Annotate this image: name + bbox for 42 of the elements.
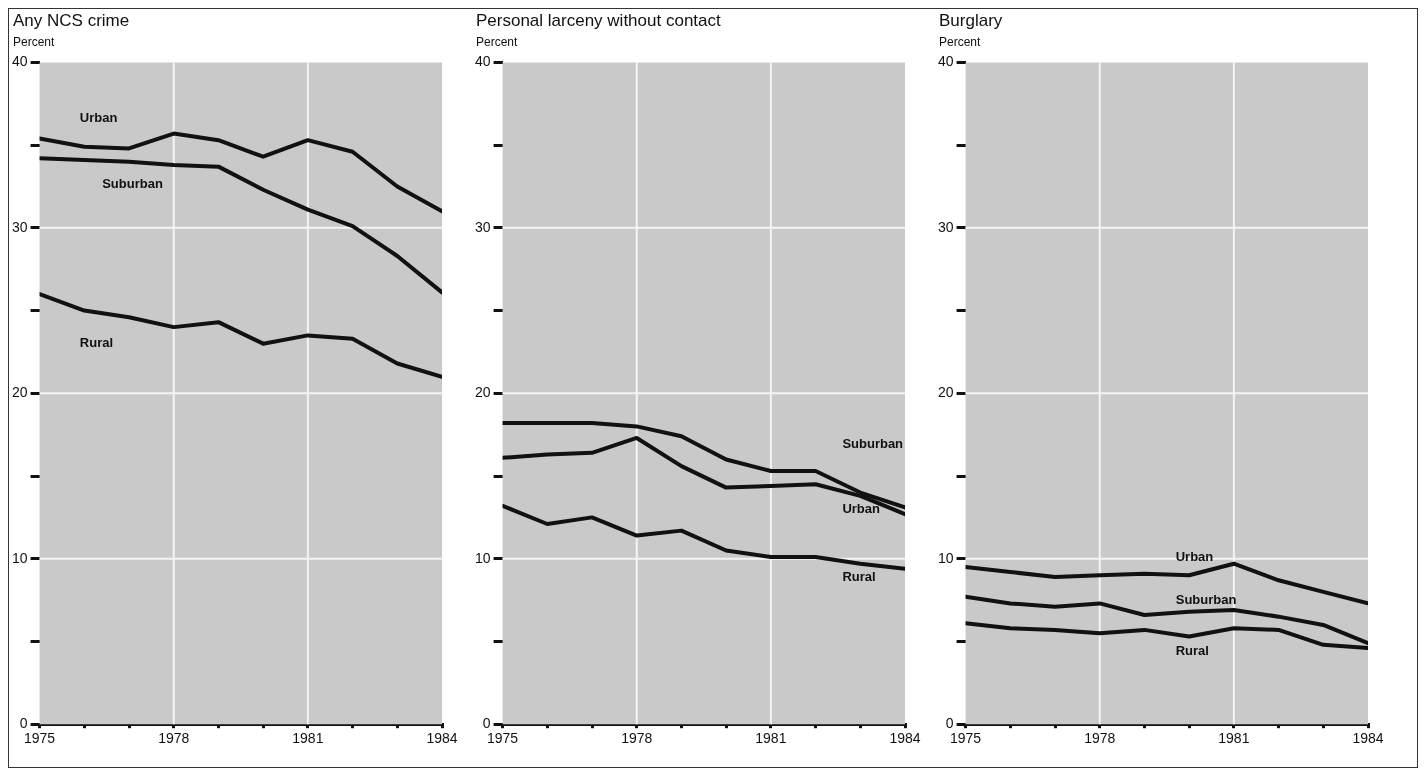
y-tick-label: 10 [474,549,491,566]
series-label: Rural [79,335,114,351]
series-label: Rural [1175,642,1209,658]
y-tick-label: 0 [945,715,954,732]
chart-title: Burglary [939,11,1004,32]
y-tick-label: 20 [11,384,28,401]
y-tick-label: 30 [937,218,954,235]
y-tick-label: 40 [11,53,28,70]
series-label: Urban [842,500,881,516]
y-tick-label: 40 [474,53,491,70]
y-tick-label: 30 [474,218,491,235]
series-label: Suburban [1175,591,1237,607]
chart-title: Any NCS crime [13,11,131,32]
x-tick-label: 1978 [1084,730,1116,747]
chart-title: Personal larceny without contact [476,11,722,32]
x-tick-label: 1984 [426,730,458,747]
y-axis-title: Percent [939,35,982,51]
x-tick-label: 1978 [621,730,653,747]
x-tick-label: 1975 [486,730,519,747]
x-tick-label: 1981 [755,730,787,747]
y-tick-label: 20 [937,384,954,401]
series-label: Rural [842,568,876,584]
x-tick-label: 1975 [949,730,982,747]
x-tick-label: 1984 [1352,730,1384,747]
y-axis-title: Percent [476,35,519,51]
x-tick-label: 1984 [889,730,921,747]
series-label: Urban [79,110,118,126]
x-tick-label: 1978 [158,730,190,747]
y-tick-label: 10 [11,549,28,566]
text: Suburban [842,436,904,452]
y-tick-label: 20 [474,384,491,401]
series-label: Suburban [102,176,163,192]
y-tick-label: 0 [482,715,491,732]
x-tick-label: 1981 [1218,730,1250,747]
series-label: Urban [1175,548,1214,564]
y-tick-label: 10 [937,549,954,566]
y-tick-label: 30 [11,218,28,235]
y-tick-label: 0 [19,715,28,732]
x-tick-label: 1981 [292,730,324,747]
x-tick-label: 1975 [23,730,56,747]
y-tick-label: 40 [937,53,954,70]
y-axis-title: Percent [13,35,56,51]
